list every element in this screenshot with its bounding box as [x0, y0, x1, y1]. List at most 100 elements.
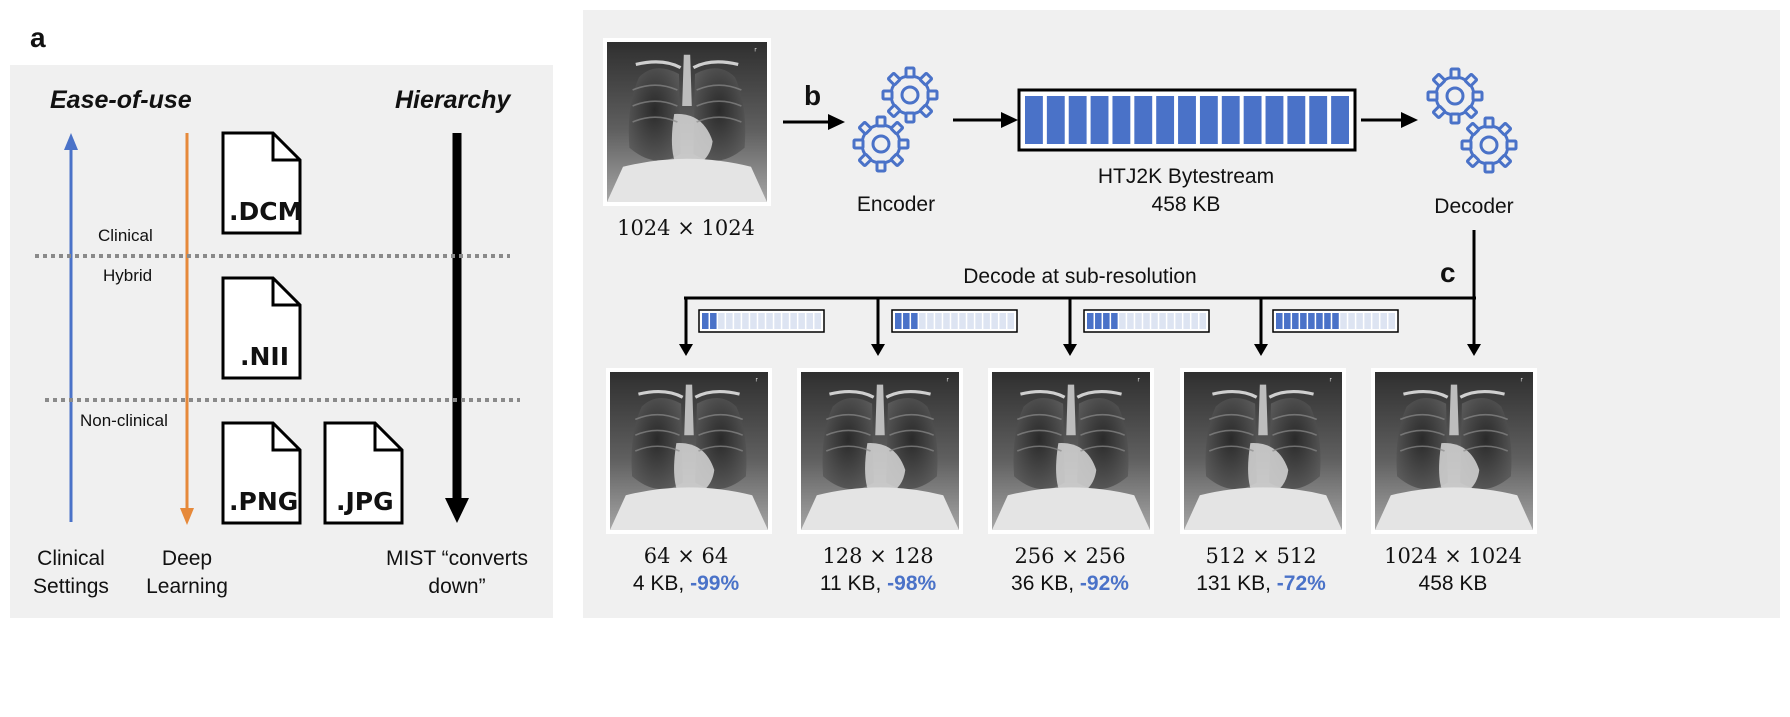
mini-block-empty: [991, 313, 998, 329]
output-size-label: 256 × 256: [1014, 544, 1126, 568]
mini-block-empty: [1380, 313, 1387, 329]
decoder-label: Decoder: [1434, 195, 1514, 218]
mini-block-empty: [919, 313, 926, 329]
input-xray-image: [603, 38, 771, 206]
bytestream-block: [1090, 96, 1109, 144]
input-size-label: 1024 × 1024: [617, 216, 755, 240]
mini-block-filled: [1284, 313, 1291, 329]
mini-block-empty: [1388, 313, 1395, 329]
nii-file-icon: [221, 276, 302, 380]
mini-block-empty: [790, 313, 797, 329]
decoder-gear-icon: [1426, 67, 1518, 174]
mist-line1: MIST “converts: [386, 547, 528, 570]
mini-block-empty: [975, 313, 982, 329]
output-kb: 458 KB: [1418, 572, 1488, 595]
output-size-label: 64 × 64: [643, 544, 729, 568]
mini-block-empty: [1167, 313, 1174, 329]
mini-block-filled: [1276, 313, 1283, 329]
mini-block-empty: [1135, 313, 1142, 329]
decode-branch-arrowhead: [1063, 344, 1077, 356]
mini-block-filled: [1111, 313, 1118, 329]
decode-branch-arrowhead: [1254, 344, 1268, 356]
mini-block-empty: [1007, 313, 1014, 329]
bytestream-block: [1025, 96, 1043, 144]
bytestream-block: [1068, 96, 1087, 144]
mini-block-filled: [1087, 313, 1094, 329]
output-reduction-percent: -92%: [1079, 572, 1129, 595]
output-file-size: 131 KB, -72%: [1196, 572, 1326, 596]
bytestream-block: [1178, 96, 1196, 144]
mini-block-filled: [702, 313, 709, 329]
bytestream-block: [1221, 96, 1240, 144]
mini-block-empty: [959, 313, 966, 329]
output-xray-image: [988, 368, 1154, 534]
bytestream-block: [1156, 96, 1175, 144]
panel-a-graphics: [35, 131, 520, 525]
bytestream-blocks: [1025, 96, 1349, 144]
panel-c-letter: c: [1440, 257, 1456, 288]
mini-block-filled: [911, 313, 918, 329]
mini-block-empty: [1175, 313, 1182, 329]
output-reduction-percent: -99%: [690, 572, 740, 595]
panel-a-letter: a: [30, 22, 46, 53]
arrow-to-bytestream: [1001, 112, 1018, 128]
mini-block-empty: [1159, 313, 1166, 329]
output-size-label: 128 × 128: [822, 544, 934, 568]
zone-hybrid: Hybrid: [103, 266, 153, 285]
deep-learning-arrowhead: [180, 508, 194, 525]
output-kb: 4 KB,: [632, 572, 685, 595]
deep-learning-line2: Learning: [146, 575, 228, 598]
output-file-size: 11 KB, -98%: [820, 572, 936, 596]
mini-block-filled: [1103, 313, 1110, 329]
arrow-to-encoder: [828, 114, 845, 130]
panel-b-letter: b: [804, 80, 822, 111]
mini-block-empty: [814, 313, 821, 329]
mini-block-empty: [1191, 313, 1198, 329]
mini-block-filled: [1095, 313, 1102, 329]
output-kb: 131 KB,: [1196, 572, 1271, 595]
zone-clinical: Clinical: [98, 226, 153, 245]
mini-block-filled: [1324, 313, 1331, 329]
mini-block-empty: [1183, 313, 1190, 329]
clinical-settings-line1: Clinical: [37, 547, 105, 570]
mini-block-empty: [1340, 313, 1347, 329]
arrow-to-decoder: [1401, 112, 1418, 128]
mini-block-empty: [718, 313, 725, 329]
bytestream-block: [1243, 96, 1262, 144]
mini-block-empty: [726, 313, 733, 329]
dcm-file-icon: [221, 131, 302, 235]
bytestream-block: [1265, 96, 1284, 144]
mini-block-empty: [1119, 313, 1126, 329]
mist-line2: down”: [428, 575, 486, 598]
deep-learning-line1: Deep: [161, 547, 213, 570]
jpg-file-icon: [323, 421, 404, 525]
output-xray-image: [1371, 368, 1537, 534]
output-xray-image: [606, 368, 772, 534]
output-reduction-percent: -98%: [887, 572, 937, 595]
mini-block-filled: [1332, 313, 1339, 329]
png-label: .PNG: [229, 487, 299, 516]
mini-block-empty: [1199, 313, 1206, 329]
bytestream-block: [1199, 96, 1218, 144]
mini-block-empty: [1372, 313, 1379, 329]
dcm-label: .DCM: [229, 197, 303, 226]
ease-of-use-arrowhead: [64, 133, 78, 150]
mini-block-empty: [798, 313, 805, 329]
bytestream-block: [1112, 96, 1131, 144]
mini-block-filled: [1292, 313, 1299, 329]
mini-block-empty: [943, 313, 950, 329]
deep-learning-label: Deep Learning: [146, 545, 228, 601]
bytestream-block: [1309, 96, 1328, 144]
mini-block-empty: [1348, 313, 1355, 329]
mini-block-empty: [999, 313, 1006, 329]
mini-block-empty: [734, 313, 741, 329]
bytestream-block: [1134, 96, 1153, 144]
decode-branch-arrowhead: [871, 344, 885, 356]
output-file-size: 4 KB, -99%: [633, 572, 739, 596]
mini-block-empty: [1143, 313, 1150, 329]
hierarchy-heading: Hierarchy: [395, 86, 511, 114]
mini-block-empty: [766, 313, 773, 329]
output-size-label: 512 × 512: [1205, 544, 1317, 568]
output-xray-image: [797, 368, 963, 534]
mini-block-filled: [1316, 313, 1323, 329]
